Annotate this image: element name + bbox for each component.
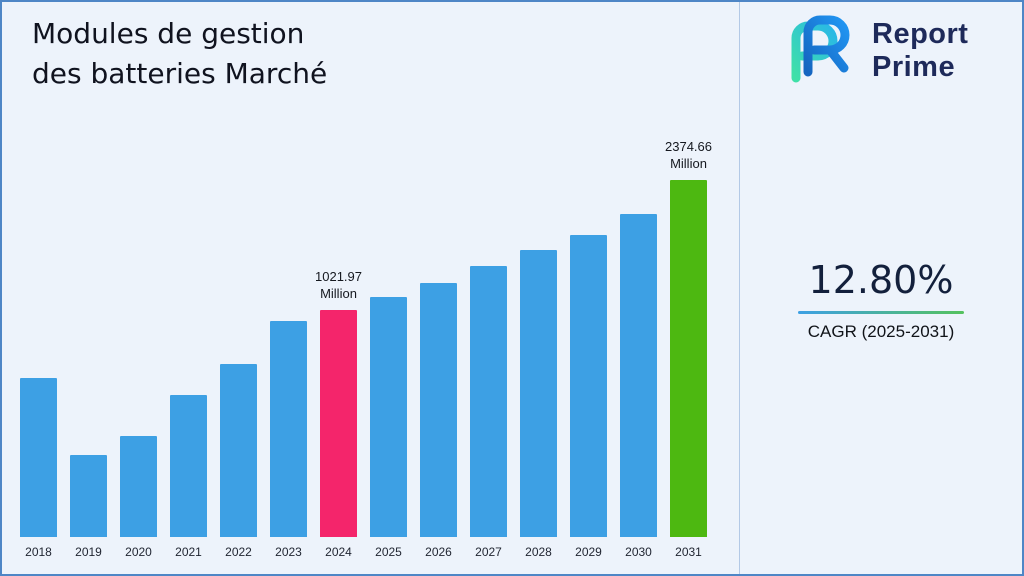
cagr-label: CAGR (2025-2031) [807,322,955,341]
x-axis-label-2020: 2020 [125,545,152,559]
bar-column-2029: 2029 [570,235,607,560]
bar-column-2022: 2022 [220,364,257,560]
bar-2030 [620,214,657,537]
bar-2029 [570,235,607,537]
reportprime-logo-text: Report Prime [872,18,968,84]
x-axis-label-2027: 2027 [475,545,502,559]
bar-2024 [320,310,357,537]
x-axis-label-2018: 2018 [25,545,52,559]
bar-column-2030: 2030 [620,214,657,560]
bar-2018 [20,378,57,537]
bar-column-2031: 2374.66 Million 2031 [665,139,712,560]
cagr-value: 12.80% [808,258,954,302]
bar-column-2027: 2027 [470,266,507,560]
bar-2019 [70,455,107,537]
chart-section: Modules de gestion des batteries Marché … [2,2,739,574]
cagr-block: 12.80% CAGR (2025-2031) [740,258,1022,342]
x-axis-label-2026: 2026 [425,545,452,559]
x-axis-label-2022: 2022 [225,545,252,559]
brand-line-prime: Prime [872,51,956,83]
bar-column-2021: 2021 [170,395,207,560]
x-axis-label-2023: 2023 [275,545,302,559]
bar-2023 [270,321,307,537]
bar-2025 [370,297,407,537]
bar-2021 [170,395,207,537]
vertical-divider [739,2,740,574]
bar-column-2026: 2026 [420,283,457,560]
bar-chart: 2018 2019 2020 2021 2022 2023 1021.97 Million 20… [20,139,712,560]
bar-column-2025: 2025 [370,297,407,560]
bar-column-2019: 2019 [70,455,107,560]
cagr-underline [798,311,964,314]
bar-value-label-2031: 2374.66 Million [665,139,712,171]
x-axis-label-2021: 2021 [175,545,202,559]
x-axis-label-2028: 2028 [525,545,552,559]
reportprime-logo: Report Prime [778,12,968,90]
bar-2031 [670,180,707,537]
bar-2020 [120,436,157,537]
right-panel: Report Prime 12.80% CAGR (2025-2031) [740,2,1022,574]
bar-column-2020: 2020 [120,436,157,560]
x-axis-label-2030: 2030 [625,545,652,559]
bar-column-2024: 1021.97 Million 2024 [315,269,362,560]
bar-2027 [470,266,507,537]
x-axis-label-2029: 2029 [575,545,602,559]
x-axis-label-2019: 2019 [75,545,102,559]
bar-2022 [220,364,257,537]
reportprime-logo-icon [791,15,850,83]
page-title: Modules de gestion des batteries Marché [32,17,328,90]
bar-column-2023: 2023 [270,321,307,560]
x-axis-label-2031: 2031 [675,545,702,559]
x-axis-label-2025: 2025 [375,545,402,559]
x-axis-label-2024: 2024 [325,545,352,559]
bar-2028 [520,250,557,537]
brand-line-report: Report [872,18,969,50]
bar-column-2018: 2018 [20,378,57,560]
bar-2026 [420,283,457,537]
bar-column-2028: 2028 [520,250,557,560]
bar-value-label-2024: 1021.97 Million [315,269,362,301]
